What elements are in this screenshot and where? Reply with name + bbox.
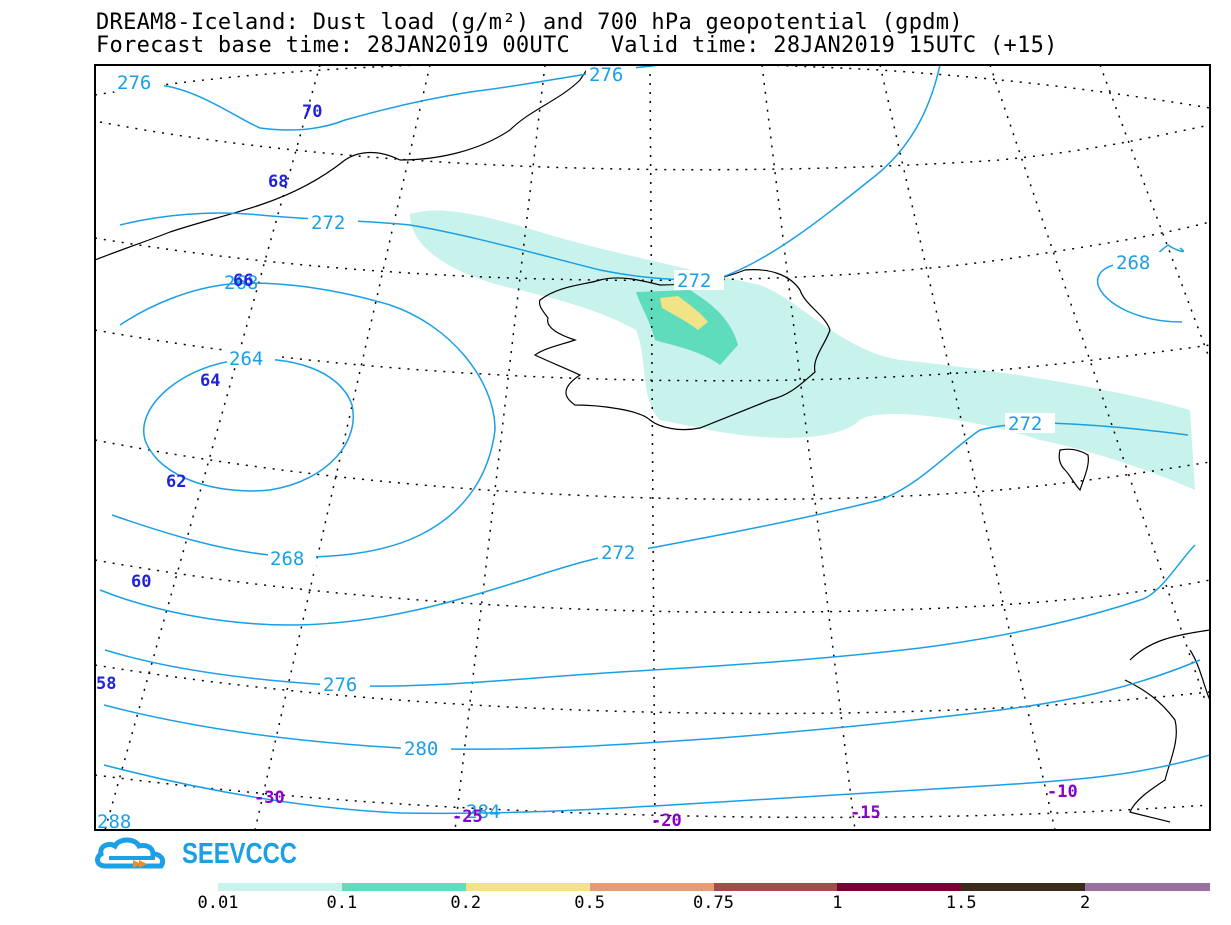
latitude-labels: 70 68 66 64 62 60 58 [96, 102, 322, 694]
forecast-times: Forecast base time: 28JAN2019 00UTC Vali… [96, 35, 1058, 57]
colorbar-segment [589, 883, 714, 891]
contour-label-276-n: 276 [589, 64, 623, 86]
lon-label-minus15: -15 [850, 803, 881, 823]
lon-label-minus30: -30 [254, 788, 285, 808]
contour-label-272-w: 272 [311, 212, 345, 234]
contour-label-288: 288 [97, 811, 131, 833]
lat-label-60: 60 [131, 572, 151, 592]
colorbar-segment [341, 883, 467, 891]
valid-time: Valid time: 28JAN2019 15UTC (+15) [610, 33, 1058, 58]
contour-label-276-s: 276 [323, 674, 357, 696]
lat-label-62: 62 [166, 472, 186, 492]
contour-label-268-e: 268 [1116, 252, 1150, 274]
colorbar-label: 0.2 [450, 893, 482, 913]
colorbar-segment [837, 883, 962, 891]
contour-label-280: 280 [404, 738, 438, 760]
colorbar-label: 0.5 [574, 893, 605, 913]
map-frame [94, 64, 1211, 831]
cloud-logo-icon [95, 837, 166, 869]
contour-label-264: 264 [229, 348, 263, 370]
colorbar-label: 1.5 [945, 893, 977, 913]
contour-label-272-c: 272 [677, 270, 711, 292]
lon-label-minus25: -25 [452, 807, 483, 827]
map-title: DREAM8-Iceland: Dust load (g/m²) and 700… [96, 10, 963, 35]
lat-label-70: 70 [302, 102, 322, 122]
contour-labels: 276 276 272 272 268 268 264 268 272 272 … [97, 64, 1163, 833]
lon-label-minus20: -20 [651, 811, 682, 831]
colorbar-label: 2 [1080, 893, 1091, 913]
colorbar-segment [465, 883, 591, 891]
colorbar-segment [218, 883, 343, 891]
forecast-base-time: Forecast base time: 28JAN2019 00UTC [96, 33, 571, 58]
latitude-gridlines [95, 65, 1210, 819]
colorbar-label: 0.1 [326, 893, 358, 913]
lat-label-64: 64 [200, 371, 220, 391]
longitude-gridlines [104, 65, 1210, 830]
contour-label-276-nw: 276 [117, 72, 151, 94]
lat-label-58: 58 [96, 674, 116, 694]
contour-label-272-s: 272 [601, 542, 635, 564]
dust-plume [410, 210, 1195, 491]
lat-label-66: 66 [233, 271, 253, 291]
colorbar-label: 1 [832, 893, 843, 913]
logo-text: SEEVCCC [182, 838, 297, 870]
longitude-labels: -30 -25 -20 -15 -10 [254, 782, 1078, 831]
lat-label-68: 68 [268, 172, 288, 192]
colorbar-label: 0.75 [693, 893, 734, 913]
contour-label-268-w: 268 [224, 272, 258, 294]
contour-label-268-s: 268 [270, 548, 304, 570]
colorbar-segment [961, 883, 1086, 891]
contour-label-284: 284 [466, 801, 500, 823]
lon-label-minus10: -10 [1047, 782, 1078, 802]
colorbar-segment [713, 883, 838, 891]
colorbar-segment [1085, 883, 1210, 891]
contour-label-272-e: 272 [1008, 413, 1042, 435]
colorbar-label: 0.01 [197, 893, 239, 913]
